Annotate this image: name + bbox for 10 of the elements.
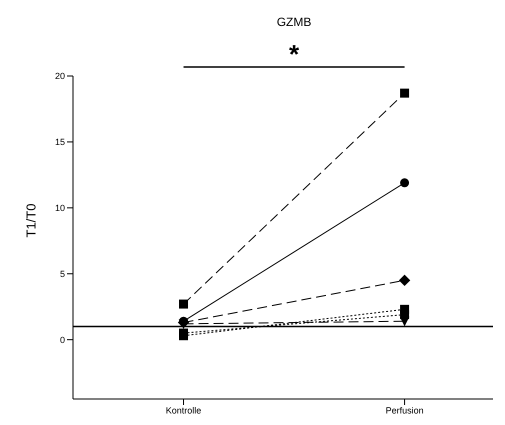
text: * xyxy=(288,39,300,69)
y-tick-label: 10 xyxy=(54,203,65,214)
y-tick-label: 15 xyxy=(54,137,65,148)
x-tick-label: Kontrolle xyxy=(166,405,202,416)
x-tick-label: Perfusion xyxy=(386,405,424,416)
chart-title: GZMB xyxy=(276,15,312,29)
y-tick-label: 0 xyxy=(60,334,65,345)
y-tick-label: 5 xyxy=(60,268,65,279)
y-tick-label: 20 xyxy=(54,71,65,82)
y-axis-title: T1/T0 xyxy=(24,204,39,238)
